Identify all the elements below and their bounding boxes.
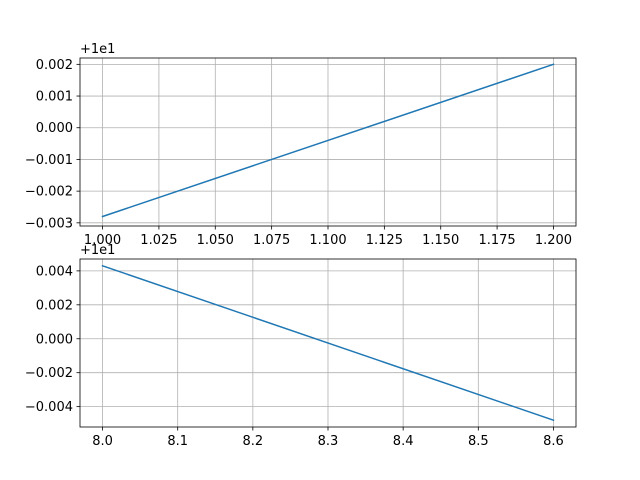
bottom-y-tick-label: 0.000 xyxy=(36,332,73,347)
bottom-y-tick-label: −0.004 xyxy=(25,400,73,415)
top-x-tick-label: 1.100 xyxy=(309,233,346,248)
bottom-x-tick-label: 8.5 xyxy=(468,434,489,449)
top-y-tick-label: −0.003 xyxy=(25,216,73,231)
bottom-x-tick-label: 8.4 xyxy=(393,434,414,449)
top-x-tick-label: 1.150 xyxy=(422,233,459,248)
bottom-x-tick-label: 8.0 xyxy=(92,434,113,449)
bottom-x-tick-label: 8.3 xyxy=(318,434,339,449)
top-y-tick-label: −0.001 xyxy=(25,153,73,168)
top-series-line xyxy=(101,63,555,218)
top-y-tick-label: 0.001 xyxy=(36,90,73,105)
subplot-bottom: 8.0 8.1 8.2 8.3 8.4 8.5 8.6 −0.004 −0.002 0.000 0.… xyxy=(25,243,577,449)
bottom-series-line xyxy=(101,264,555,422)
bottom-x-tick-label: 8.2 xyxy=(243,434,264,449)
top-x-tick-label: 1.125 xyxy=(366,233,403,248)
subplot-top: 1.000 1.025 1.050 1.075 1.100 1.125 1.150 1.175… xyxy=(25,42,577,248)
bottom-y-tick-label: 0.004 xyxy=(36,264,73,279)
top-x-tick-label: 1.050 xyxy=(197,233,234,248)
top-x-tick-label: 1.000 xyxy=(84,233,121,248)
bottom-offset-label: +1e1 xyxy=(80,243,115,258)
top-x-tick-label: 1.025 xyxy=(140,233,177,248)
top-x-tick-label: 1.075 xyxy=(253,233,290,248)
top-offset-label: +1e1 xyxy=(80,42,115,57)
top-y-tick-label: 0.000 xyxy=(36,121,73,136)
bottom-y-tick-label: 0.002 xyxy=(36,298,73,313)
top-x-tick-label: 1.175 xyxy=(478,233,515,248)
bottom-y-tick-label: −0.002 xyxy=(25,366,73,381)
top-x-tick-label: 1.200 xyxy=(535,233,572,248)
top-y-tick-label: −0.002 xyxy=(25,185,73,200)
top-y-tick-label: 0.002 xyxy=(36,58,73,73)
bottom-x-tick-label: 8.1 xyxy=(167,434,188,449)
bottom-x-tick-label: 8.6 xyxy=(543,434,564,449)
